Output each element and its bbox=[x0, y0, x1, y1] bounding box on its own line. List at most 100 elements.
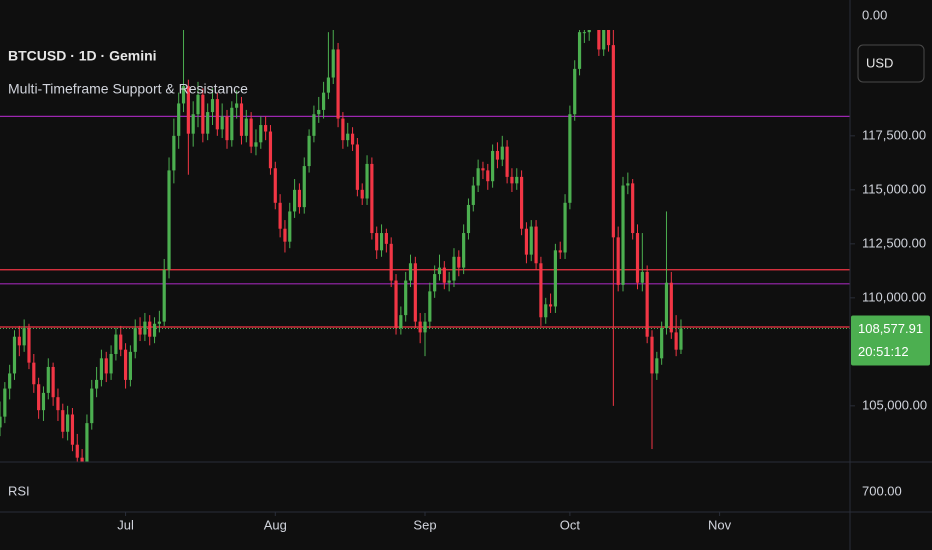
candle-body bbox=[597, 30, 601, 50]
x-tick-label: Oct bbox=[560, 517, 581, 532]
candle-body bbox=[27, 328, 31, 363]
candle-body bbox=[606, 30, 611, 46]
candle-body bbox=[611, 45, 615, 238]
candle-body bbox=[626, 183, 630, 186]
last-price-label: 108,577.91 bbox=[858, 321, 923, 336]
candle-body bbox=[133, 328, 137, 352]
candles bbox=[0, 30, 850, 462]
candle-body bbox=[631, 183, 635, 234]
candle-body bbox=[331, 49, 335, 78]
indicator-name[interactable]: Multi-Timeframe Support & Resistance bbox=[8, 81, 248, 97]
candle-body bbox=[177, 103, 181, 136]
candle-body bbox=[41, 392, 46, 411]
candle-body bbox=[563, 202, 567, 253]
candle-body bbox=[37, 384, 41, 411]
candle-body bbox=[220, 116, 224, 130]
candle-body bbox=[268, 131, 273, 169]
candle-body bbox=[317, 109, 321, 115]
candle-body bbox=[510, 176, 514, 184]
candle-body bbox=[505, 146, 509, 177]
candle-body bbox=[616, 237, 620, 285]
candle-body bbox=[664, 282, 669, 329]
candle-body bbox=[94, 379, 99, 389]
candle-body bbox=[433, 274, 437, 292]
candle-body bbox=[413, 263, 417, 322]
candle-body bbox=[157, 321, 161, 324]
candle-body bbox=[22, 328, 26, 346]
x-tick-label: Nov bbox=[708, 517, 732, 532]
currency-button[interactable] bbox=[857, 44, 925, 83]
candle-body bbox=[167, 170, 171, 270]
candle-body bbox=[288, 211, 292, 242]
candle-body bbox=[259, 125, 263, 143]
candle-body bbox=[423, 321, 427, 333]
candle-body bbox=[534, 226, 538, 264]
candle-body bbox=[408, 263, 413, 281]
candle-body bbox=[235, 103, 239, 108]
candle-body bbox=[645, 271, 649, 337]
candle-body bbox=[99, 358, 104, 380]
candle-body bbox=[109, 354, 113, 374]
x-tick-label: Aug bbox=[264, 517, 287, 532]
candle-body bbox=[544, 304, 548, 318]
candle-body bbox=[495, 150, 500, 160]
candle-body bbox=[307, 135, 311, 167]
candle-body bbox=[442, 267, 446, 283]
candle-body bbox=[32, 362, 36, 385]
candle-body bbox=[123, 349, 128, 380]
candle-body bbox=[355, 144, 359, 190]
rsi-scale-label: 700.00 bbox=[862, 483, 902, 498]
candle-body bbox=[660, 328, 664, 359]
candle-body bbox=[85, 423, 89, 462]
candle-body bbox=[336, 49, 340, 119]
axes: 105,000.00 110,000.00 112,500.00 115,000.00… bbox=[117, 127, 930, 532]
candle-body bbox=[539, 263, 543, 318]
last-price-badge bbox=[851, 315, 930, 366]
candle-body bbox=[225, 116, 229, 141]
y-tick-label: 105,000.00 bbox=[862, 397, 927, 412]
candle-body bbox=[186, 86, 190, 134]
candle-body bbox=[264, 125, 268, 132]
candle-body bbox=[162, 269, 166, 322]
candle-body bbox=[379, 233, 384, 251]
candle-body bbox=[249, 118, 253, 147]
candle-body bbox=[640, 271, 644, 283]
candle-body bbox=[471, 185, 475, 205]
candle-body bbox=[12, 336, 17, 374]
candle-body bbox=[476, 168, 480, 186]
candle-body bbox=[278, 202, 282, 229]
candle-body bbox=[80, 457, 84, 462]
candle-body bbox=[210, 99, 215, 113]
candle-body bbox=[519, 176, 524, 229]
candle-body bbox=[621, 185, 625, 285]
candle-body bbox=[191, 114, 195, 134]
candle-body bbox=[650, 336, 654, 374]
candle-body bbox=[568, 114, 572, 203]
candle-body bbox=[90, 388, 94, 424]
candle-body bbox=[558, 250, 562, 253]
candle-body bbox=[577, 32, 582, 69]
candle-body bbox=[669, 282, 673, 333]
candle-body bbox=[529, 226, 533, 255]
currency-label[interactable]: USD bbox=[866, 55, 893, 70]
x-tick-label: Jul bbox=[117, 517, 134, 532]
candle-body bbox=[481, 168, 485, 171]
candle-body bbox=[466, 204, 471, 234]
candle-body bbox=[437, 267, 442, 275]
candle-body bbox=[553, 250, 557, 307]
candle-body bbox=[350, 133, 355, 145]
candle-body bbox=[273, 168, 277, 203]
candle-body bbox=[17, 336, 21, 346]
symbol-title[interactable]: BTCUSD · 1D · Gemini bbox=[8, 48, 157, 64]
candle-body bbox=[365, 163, 369, 199]
candle-body bbox=[181, 86, 186, 104]
candle-body bbox=[452, 256, 456, 281]
rsi-label[interactable]: RSI bbox=[8, 483, 30, 498]
candle-body bbox=[293, 189, 297, 212]
candle-body bbox=[447, 280, 451, 283]
candle-body bbox=[428, 291, 432, 322]
candle-body bbox=[104, 358, 108, 374]
candle-body bbox=[389, 243, 393, 281]
y-tick-label: 115,000.00 bbox=[862, 181, 926, 196]
